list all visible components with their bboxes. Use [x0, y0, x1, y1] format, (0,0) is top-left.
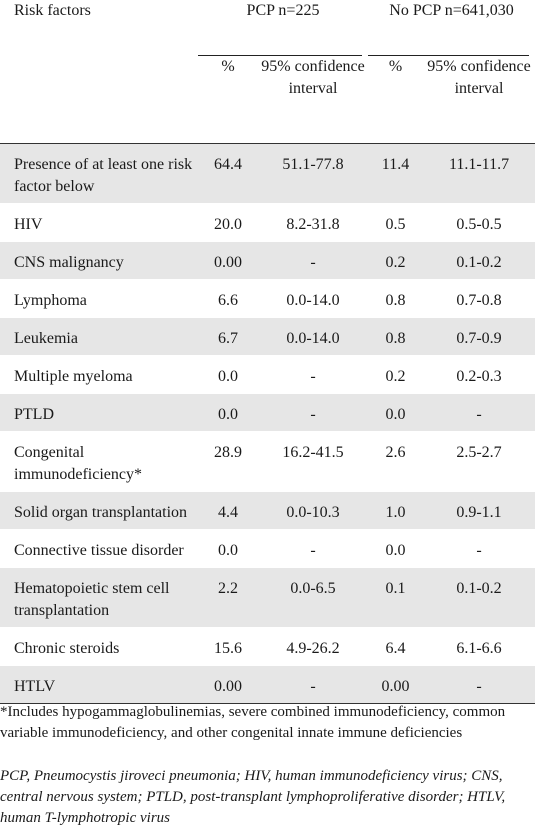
- footnote-asterisk: *Includes hypogammaglobulinemias, severe…: [0, 704, 506, 741]
- row-pcp-ci: 0.0-14.0: [258, 316, 368, 355]
- header-no-pcp-ci: 95% confidence interval: [423, 56, 535, 144]
- row-pcp-percent: 6.7: [198, 316, 258, 355]
- row-no-pcp-percent: 0.8: [368, 316, 423, 355]
- row-pcp-ci: 16.2-41.5: [258, 430, 368, 491]
- row-pcp-percent: 15.6: [198, 626, 258, 665]
- table-row: Connective tissue disorder 0.0 - 0.0 -: [0, 528, 535, 567]
- row-pcp-percent: 64.4: [198, 142, 258, 203]
- row-no-pcp-percent: 6.4: [368, 626, 423, 665]
- row-pcp-ci: -: [258, 392, 368, 431]
- row-pcp-ci: -: [258, 354, 368, 393]
- row-pcp-percent: 0.0: [198, 354, 258, 393]
- row-pcp-ci: -: [258, 528, 368, 567]
- risk-factors-table: Risk factors PCP n=225 No PCP n=641,030 …: [0, 0, 535, 704]
- row-risk-factor: CNS malignancy: [0, 240, 198, 279]
- row-no-pcp-percent: 0.8: [368, 278, 423, 317]
- row-risk-factor: PTLD: [0, 392, 198, 431]
- row-pcp-ci: -: [258, 664, 368, 704]
- row-no-pcp-percent: 0.0: [368, 528, 423, 567]
- header-row-groups: Risk factors PCP n=225 No PCP n=641,030: [0, 0, 535, 56]
- table-body: Presence of at least one risk factor bel…: [0, 142, 535, 704]
- row-no-pcp-percent: 0.2: [368, 240, 423, 279]
- row-pcp-percent: 20.0: [198, 202, 258, 241]
- row-risk-factor: Chronic steroids: [0, 626, 198, 665]
- row-pcp-percent: 0.00: [198, 240, 258, 279]
- row-pcp-ci: 0.0-6.5: [258, 566, 368, 627]
- row-no-pcp-ci: -: [423, 392, 535, 431]
- table-row: CNS malignancy 0.00 - 0.2 0.1-0.2: [0, 240, 535, 279]
- row-no-pcp-percent: 0.0: [368, 392, 423, 431]
- table-row: Hematopoietic stem cell transplantation …: [0, 566, 535, 627]
- row-pcp-percent: 0.00: [198, 664, 258, 704]
- table-row: HIV 20.0 8.2-31.8 0.5 0.5-0.5: [0, 202, 535, 241]
- row-pcp-percent: 2.2: [198, 566, 258, 627]
- row-risk-factor: Connective tissue disorder: [0, 528, 198, 567]
- row-risk-factor: Leukemia: [0, 316, 198, 355]
- row-risk-factor: Solid organ transplantation: [0, 490, 198, 529]
- row-pcp-percent: 28.9: [198, 430, 258, 491]
- row-no-pcp-ci: -: [423, 664, 535, 704]
- table-row: Leukemia 6.7 0.0-14.0 0.8 0.7-0.9: [0, 316, 535, 355]
- header-group-no-pcp: No PCP n=641,030: [368, 0, 535, 56]
- row-pcp-ci: 51.1-77.8: [258, 142, 368, 203]
- header-row-subcolumns: % 95% confidence interval % 95% confiden…: [0, 56, 535, 144]
- row-pcp-percent: 0.0: [198, 392, 258, 431]
- row-pcp-ci: 0.0-14.0: [258, 278, 368, 317]
- header-group-pcp: PCP n=225: [198, 0, 368, 56]
- table-row: Congenital immunodeficiency* 28.9 16.2-4…: [0, 430, 535, 491]
- row-no-pcp-percent: 0.2: [368, 354, 423, 393]
- row-no-pcp-ci: 6.1-6.6: [423, 626, 535, 665]
- row-risk-factor: Hematopoietic stem cell transplantation: [0, 566, 198, 627]
- row-no-pcp-ci: 11.1-11.7: [423, 142, 535, 203]
- row-risk-factor: HTLV: [0, 664, 198, 704]
- row-pcp-percent: 6.6: [198, 278, 258, 317]
- row-pcp-ci: 4.9-26.2: [258, 626, 368, 665]
- row-pcp-ci: 0.0-10.3: [258, 490, 368, 529]
- table-row: Chronic steroids 15.6 4.9-26.2 6.4 6.1-6…: [0, 626, 535, 665]
- row-pcp-ci: 8.2-31.8: [258, 202, 368, 241]
- row-no-pcp-ci: 0.1-0.2: [423, 566, 535, 627]
- row-risk-factor: HIV: [0, 202, 198, 241]
- row-no-pcp-ci: -: [423, 528, 535, 567]
- row-no-pcp-percent: 1.0: [368, 490, 423, 529]
- header-blank: [0, 56, 198, 144]
- row-risk-factor: Congenital immunodeficiency*: [0, 430, 198, 491]
- table-row: Lymphoma 6.6 0.0-14.0 0.8 0.7-0.8: [0, 278, 535, 317]
- footnote-abbreviations: PCP, Pneumocystis jiroveci pneumonia; HI…: [0, 768, 506, 826]
- table-row: Multiple myeloma 0.0 - 0.2 0.2-0.3: [0, 354, 535, 393]
- header-risk-factors: Risk factors: [14, 2, 91, 19]
- row-no-pcp-ci: 0.2-0.3: [423, 354, 535, 393]
- row-no-pcp-ci: 0.1-0.2: [423, 240, 535, 279]
- header-pcp-percent: %: [198, 56, 258, 144]
- row-no-pcp-percent: 2.6: [368, 430, 423, 491]
- row-no-pcp-ci: 0.7-0.9: [423, 316, 535, 355]
- row-risk-factor: Lymphoma: [0, 278, 198, 317]
- row-no-pcp-ci: 2.5-2.7: [423, 430, 535, 491]
- row-pcp-ci: -: [258, 240, 368, 279]
- table-row: Solid organ transplantation 4.4 0.0-10.3…: [0, 490, 535, 529]
- row-pcp-percent: 0.0: [198, 528, 258, 567]
- table-row: PTLD 0.0 - 0.0 -: [0, 392, 535, 431]
- row-no-pcp-ci: 0.5-0.5: [423, 202, 535, 241]
- row-no-pcp-ci: 0.9-1.1: [423, 490, 535, 529]
- header-no-pcp-percent: %: [368, 56, 423, 144]
- row-risk-factor: Multiple myeloma: [0, 354, 198, 393]
- table-row: HTLV 0.00 - 0.00 -: [0, 664, 535, 704]
- row-pcp-percent: 4.4: [198, 490, 258, 529]
- row-no-pcp-ci: 0.7-0.8: [423, 278, 535, 317]
- table-row: Presence of at least one risk factor bel…: [0, 142, 535, 203]
- row-no-pcp-percent: 11.4: [368, 142, 423, 203]
- row-risk-factor: Presence of at least one risk factor bel…: [0, 142, 198, 203]
- row-no-pcp-percent: 0.1: [368, 566, 423, 627]
- row-no-pcp-percent: 0.00: [368, 664, 423, 704]
- row-no-pcp-percent: 0.5: [368, 202, 423, 241]
- header-pcp-ci: 95% confidence interval: [258, 56, 368, 144]
